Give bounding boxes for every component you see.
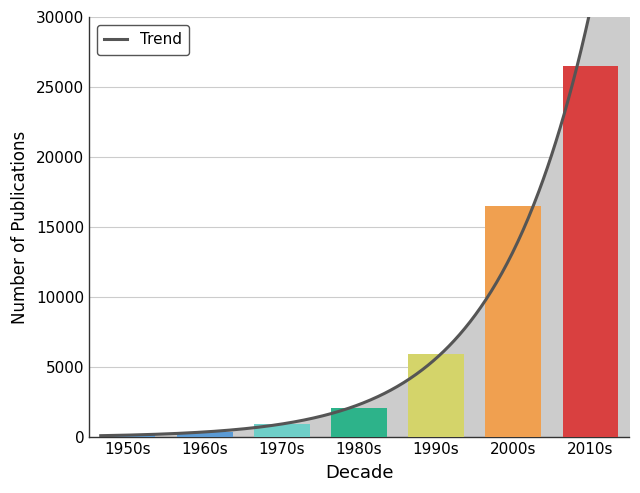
Trend — [97, 433, 104, 439]
Bar — [563, 66, 618, 437]
Bar — [254, 424, 310, 437]
Line: Trend: Trend — [100, 0, 629, 436]
Bar — [408, 354, 464, 437]
Trend — [383, 389, 390, 395]
Bar — [332, 408, 387, 437]
Bar — [177, 432, 232, 437]
Bar — [486, 206, 541, 437]
Trend — [530, 202, 538, 208]
Trend — [351, 403, 358, 409]
X-axis label: Decade: Decade — [324, 464, 393, 482]
Y-axis label: Number of Publications: Number of Publications — [11, 131, 29, 324]
Bar — [100, 435, 156, 437]
Legend: Trend: Trend — [97, 25, 189, 55]
Trend — [348, 404, 355, 410]
Trend — [412, 372, 419, 378]
